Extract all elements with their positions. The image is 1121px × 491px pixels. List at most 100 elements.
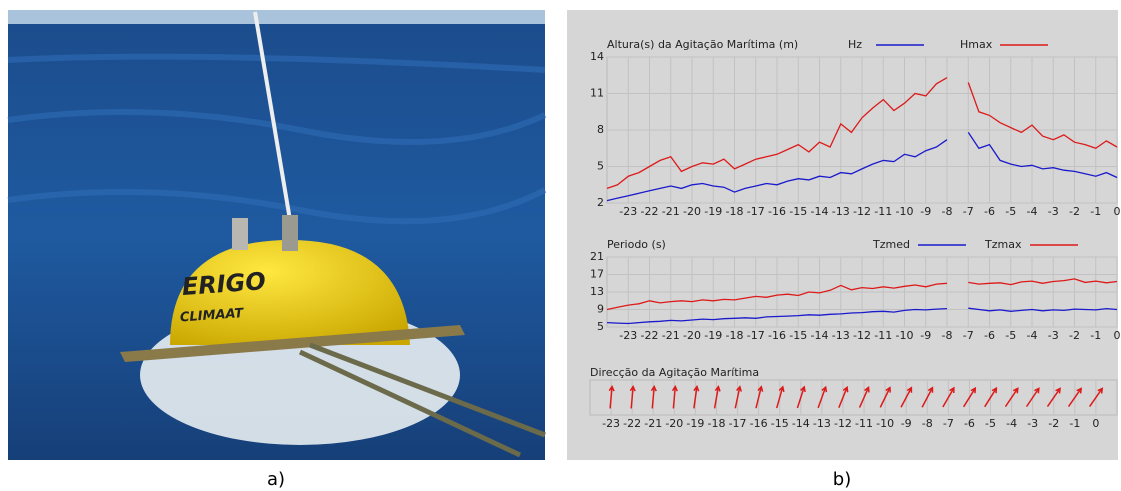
x-tick-label: -16 [768, 205, 786, 218]
x-tick-label: -4 [1006, 417, 1017, 430]
x-tick-label: -19 [704, 205, 722, 218]
ring [120, 325, 465, 362]
arrow-shaft [858, 387, 870, 408]
y-tick-label: 5 [597, 320, 604, 333]
arrow-head [949, 386, 955, 393]
arrow-head [736, 385, 742, 392]
arrow-head [1055, 387, 1061, 394]
x-tick-label: -9 [920, 329, 931, 342]
caption: a) [267, 469, 285, 490]
x-tick-label: 0 [1092, 417, 1099, 430]
arrow-shaft [796, 386, 805, 409]
direction-arrow [796, 385, 806, 409]
direction-arrow [921, 386, 934, 408]
series-line [606, 77, 1118, 190]
legend-label: Tzmax [984, 238, 1022, 251]
arrow-head [1097, 387, 1104, 394]
direction-arrow [962, 386, 977, 408]
arrow-head [991, 386, 998, 394]
arrow-shaft [1046, 388, 1061, 407]
x-tick-label: -17 [747, 329, 765, 342]
x-tick-label: -9 [901, 417, 912, 430]
arrow-shaft [775, 386, 784, 409]
x-tick-label: -14 [792, 417, 810, 430]
direction-arrow [608, 384, 615, 409]
direction-arrow [900, 386, 913, 408]
photo: ERIGO CLIMAAT [7, 10, 547, 460]
x-tick-label: -6 [984, 329, 995, 342]
y-tick-label: 9 [597, 303, 604, 316]
direction-arrow [650, 384, 657, 409]
arrow-shaft [1088, 388, 1103, 407]
arrow-shaft [962, 387, 976, 408]
x-tick-label: 0 [1114, 205, 1121, 218]
x-tick-label: -6 [984, 205, 995, 218]
x-tick-label: -20 [665, 417, 683, 430]
arrow-head [650, 384, 657, 392]
plot-area [589, 379, 1118, 416]
arrow-head [608, 384, 615, 392]
arrow-head [970, 386, 977, 394]
x-tick-label: -10 [876, 417, 894, 430]
buoy-label: CLIMAAT [179, 306, 244, 325]
antenna [253, 11, 292, 221]
direction-arrow [1004, 387, 1019, 408]
arrow-shaft [713, 386, 720, 409]
arrow-shaft [984, 387, 997, 408]
y-tick-label: 17 [590, 268, 604, 281]
x-tick-label: -5 [1005, 329, 1016, 342]
arrow-shaft [1004, 387, 1019, 408]
x-tick-label: -3 [1048, 205, 1059, 218]
arrow-shaft [734, 386, 741, 409]
arrow-head [629, 384, 636, 392]
x-tick-label: -15 [789, 329, 807, 342]
x-tick-label: -9 [920, 205, 931, 218]
x-tick-label: -8 [942, 329, 953, 342]
x-tick-label: -20 [683, 329, 701, 342]
x-tick-label: -12 [853, 205, 871, 218]
x-tick-label: -1 [1090, 205, 1101, 218]
legend-label: Tzmed [872, 238, 910, 251]
x-tick-label: -12 [834, 417, 852, 430]
x-tick-label: -1 [1069, 417, 1080, 430]
chart-title: Periodo (s) [607, 238, 666, 251]
arrow-head [906, 386, 913, 393]
x-tick-label: -16 [768, 329, 786, 342]
x-tick-label: -23 [619, 329, 637, 342]
arrow-head [1076, 387, 1083, 394]
arrow-shaft [900, 387, 913, 408]
arrow-shaft [1025, 387, 1040, 408]
direction-arrow [1025, 387, 1040, 408]
arrow-head [800, 385, 806, 393]
x-tick-label: -11 [874, 205, 892, 218]
y-tick-label: 21 [590, 250, 604, 263]
series-line [606, 307, 1118, 325]
x-tick-label: -23 [602, 417, 620, 430]
arrow-shaft [817, 386, 827, 409]
x-tick-label: -21 [662, 205, 680, 218]
x-tick-label: -15 [789, 205, 807, 218]
direction-arrow [942, 386, 955, 408]
charts: Altura(s) da Agitação Marítima (m)-23 -22… [589, 38, 1121, 430]
arrow-shaft [630, 386, 634, 409]
x-tick-label: -22 [623, 417, 641, 430]
x-tick-label: -22 [641, 329, 659, 342]
arrow-head [778, 385, 785, 392]
direction-arrow [671, 384, 678, 409]
x-tick-label: -2 [1069, 205, 1080, 218]
direction-arrow [838, 385, 849, 408]
x-tick-label: -1 [1090, 329, 1101, 342]
direction-arrow [1067, 387, 1083, 407]
direction-arrow [693, 385, 700, 409]
x-tick-label: -13 [832, 329, 850, 342]
x-tick-label: -17 [747, 205, 765, 218]
x-tick-label: -20 [683, 205, 701, 218]
y-tick-label: 14 [590, 50, 604, 63]
arrow-shaft [879, 387, 891, 408]
arrow-head [885, 386, 891, 393]
direction-arrow [1046, 387, 1061, 407]
x-tick-label: -19 [704, 329, 722, 342]
direction-arrow [713, 385, 721, 409]
y-tick-label: 8 [597, 123, 604, 136]
x-tick-label: -17 [729, 417, 747, 430]
